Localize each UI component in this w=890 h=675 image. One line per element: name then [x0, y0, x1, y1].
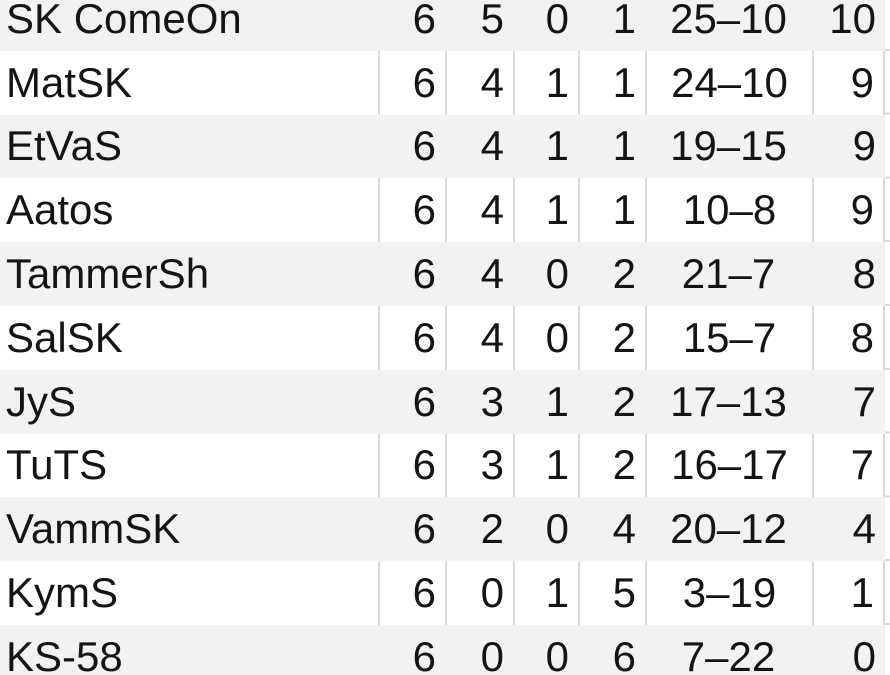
- draws-cell: 1: [513, 178, 578, 243]
- points-cell: 7: [812, 433, 885, 498]
- points-cell: 10: [829, 0, 876, 42]
- wins-cell: 4: [480, 122, 504, 170]
- team-name-cell: MatSK: [6, 58, 133, 106]
- points-cell: 8: [852, 250, 876, 298]
- losses-cell: 1: [578, 178, 645, 243]
- draws-cell: 1: [513, 50, 578, 115]
- table-row: TuTS 6 3 1 2 16–17 7: [0, 433, 885, 498]
- draws-cell: 0: [513, 305, 578, 370]
- goal-difference-cell: 20–12: [670, 505, 787, 553]
- games-played-cell: 6: [378, 561, 445, 625]
- goal-difference-cell: 15–7: [645, 305, 812, 370]
- team-name-cell: TuTS: [6, 441, 108, 489]
- draws-cell: 0: [545, 0, 569, 42]
- table-row: Aatos 6 4 1 1 10–8 9: [0, 178, 885, 243]
- games-played-cell: 6: [412, 122, 436, 170]
- wins-cell: 0: [445, 561, 513, 625]
- table-row: KymS 6 0 1 5 3–19 1: [0, 561, 885, 625]
- team-name-cell: TammerSh: [6, 250, 210, 298]
- wins-cell: 3: [480, 377, 504, 425]
- games-played-cell: 6: [378, 305, 445, 370]
- losses-cell: 6: [612, 632, 636, 675]
- wins-cell: 2: [480, 505, 504, 553]
- points-cell: 8: [812, 305, 885, 370]
- losses-cell: 2: [578, 305, 645, 370]
- team-name-cell: KS-58: [6, 632, 123, 675]
- points-cell: 9: [812, 178, 885, 243]
- goal-difference-cell: 25–10: [670, 0, 787, 42]
- losses-cell: 4: [612, 505, 636, 553]
- goal-difference-cell: 7–22: [681, 632, 776, 675]
- games-played-cell: 6: [412, 377, 436, 425]
- team-name-cell: EtVaS: [6, 122, 122, 170]
- losses-cell: 2: [612, 250, 636, 298]
- draws-cell: 1: [545, 122, 569, 170]
- games-played-cell: 6: [412, 505, 436, 553]
- points-cell: 0: [852, 632, 876, 675]
- draws-cell: 0: [545, 632, 569, 675]
- goal-difference-cell: 21–7: [681, 250, 776, 298]
- losses-cell: 2: [578, 433, 645, 498]
- team-name-cell: KymS: [6, 569, 119, 617]
- table-row: MatSK 6 4 1 1 24–10 9: [0, 50, 885, 115]
- wins-cell: 4: [480, 250, 504, 298]
- wins-cell: 4: [445, 178, 513, 243]
- draws-cell: 1: [513, 561, 578, 625]
- points-cell: 4: [852, 505, 876, 553]
- wins-cell: 4: [445, 50, 513, 115]
- goal-difference-cell: 17–13: [670, 377, 787, 425]
- points-cell: 1: [812, 561, 885, 625]
- losses-cell: 1: [578, 50, 645, 115]
- team-name-cell: JyS: [6, 377, 77, 425]
- wins-cell: 0: [480, 632, 504, 675]
- wins-cell: 5: [480, 0, 504, 42]
- draws-cell: 0: [545, 250, 569, 298]
- points-cell: 9: [812, 50, 885, 115]
- table-row: VammSK 6 2 0 4 20–12 4: [0, 497, 885, 562]
- table-row: EtVaS 6 4 1 1 19–15 9: [0, 114, 885, 179]
- draws-cell: 0: [545, 505, 569, 553]
- goal-difference-cell: 10–8: [645, 178, 812, 243]
- goal-difference-cell: 16–17: [645, 433, 812, 498]
- table-row: SalSK 6 4 0 2 15–7 8: [0, 305, 885, 370]
- table-row: KS-58 6 0 0 6 7–22 0: [0, 624, 885, 675]
- next-column-sliver: [885, 0, 890, 675]
- draws-cell: 1: [545, 377, 569, 425]
- table-row: TammerSh 6 4 0 2 21–7 8: [0, 242, 885, 306]
- losses-cell: 1: [612, 0, 636, 42]
- table-row: SK ComeOn 6 5 0 1 25–10 10: [0, 0, 885, 51]
- games-played-cell: 6: [378, 178, 445, 243]
- games-played-cell: 6: [378, 50, 445, 115]
- games-played-cell: 6: [412, 250, 436, 298]
- wins-cell: 3: [445, 433, 513, 498]
- team-name-cell: SK ComeOn: [6, 0, 242, 42]
- games-played-cell: 6: [378, 433, 445, 498]
- team-name-cell: Aatos: [6, 186, 114, 234]
- wins-cell: 4: [445, 305, 513, 370]
- points-cell: 7: [852, 377, 876, 425]
- team-name-cell: SalSK: [6, 313, 123, 361]
- losses-cell: 5: [578, 561, 645, 625]
- table-row: JyS 6 3 1 2 17–13 7: [0, 369, 885, 434]
- losses-cell: 2: [612, 377, 636, 425]
- losses-cell: 1: [612, 122, 636, 170]
- goal-difference-cell: 19–15: [670, 122, 787, 170]
- games-played-cell: 6: [412, 632, 436, 675]
- goal-difference-cell: 24–10: [645, 50, 812, 115]
- games-played-cell: 6: [412, 0, 436, 42]
- goal-difference-cell: 3–19: [645, 561, 812, 625]
- points-cell: 9: [852, 122, 876, 170]
- draws-cell: 1: [513, 433, 578, 498]
- team-name-cell: VammSK: [6, 505, 181, 553]
